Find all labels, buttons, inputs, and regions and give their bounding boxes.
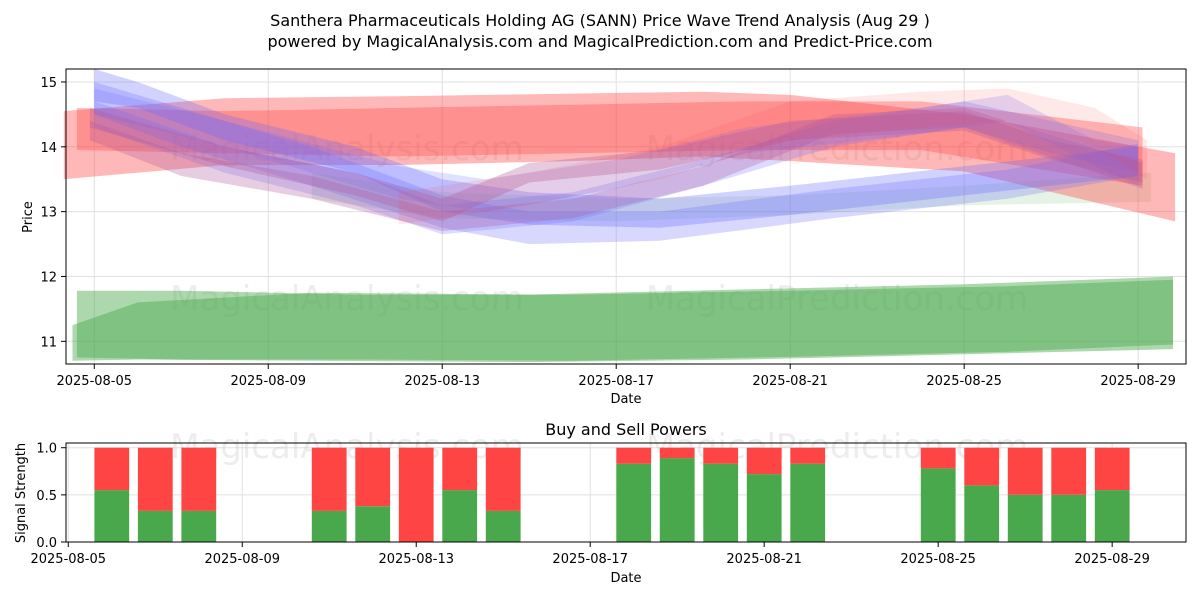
buy-sell-x-axis-label: Date	[610, 571, 641, 586]
sell-bar	[920, 447, 956, 469]
price-y-tick-label: 15	[40, 76, 57, 91]
price-x-tick-label: 2025-08-05	[56, 374, 132, 389]
price-watermark: MagicalPrediction.com	[646, 129, 1029, 169]
buy-sell-plot-frame	[65, 442, 1187, 543]
buy-sell-y-tick-label: 0.5	[36, 489, 57, 504]
chart-title: Santhera Pharmaceuticals Holding AG (SAN…	[270, 11, 930, 30]
buy-sell-y-tick-label: 0.0	[36, 536, 57, 551]
sell-bar	[790, 447, 826, 464]
purple-band-1	[89, 107, 1143, 222]
price-x-tick-label: 2025-08-21	[752, 374, 828, 389]
buy-bar	[790, 463, 826, 542]
sell-bar	[703, 447, 739, 464]
buy-bar	[1007, 494, 1043, 542]
sell-bar	[137, 447, 173, 511]
pink-band-1	[398, 88, 1147, 225]
buy-bar	[746, 474, 782, 542]
buy-sell-y-ticks: 0.0 0.5 1.0	[36, 442, 66, 551]
buy-bar	[703, 463, 739, 542]
buy-bar	[181, 510, 217, 542]
green-band-3	[311, 172, 1152, 222]
price-y-tick-label: 12	[40, 270, 57, 285]
buy-bar	[94, 490, 130, 542]
price-x-tick-label: 2025-08-17	[578, 374, 654, 389]
buy-bar	[355, 506, 391, 542]
sell-bar	[1094, 447, 1130, 491]
price-y-tick-label: 14	[40, 141, 57, 156]
blue-band-2	[94, 82, 1139, 245]
buy-sell-chart: Buy and Sell Powers MagicalAnalysis.com M…	[14, 420, 1187, 586]
sell-bar	[485, 447, 521, 511]
buy-sell-x-tick-label: 2025-08-13	[378, 552, 454, 567]
price-y-ticks: 11 12 13 14 15	[40, 76, 66, 350]
price-watermark: MagicalAnalysis.com	[170, 129, 524, 169]
buy-sell-x-tick-label: 2025-08-29	[1074, 552, 1150, 567]
sell-bar	[1007, 447, 1043, 495]
price-x-tick-label: 2025-08-25	[926, 374, 1002, 389]
sell-bar	[1051, 447, 1087, 495]
green-band-2	[76, 279, 1173, 361]
price-x-axis-label: Date	[610, 392, 641, 407]
sell-bar	[181, 447, 217, 511]
buy-sell-x-tick-label: 2025-08-17	[552, 552, 628, 567]
price-x-ticks: 2025-08-05 2025-08-09 2025-08-13 2025-08-17…	[56, 364, 1176, 389]
buy-bar	[1094, 490, 1130, 542]
buy-sell-x-tick-label: 2025-08-21	[726, 552, 802, 567]
price-watermark: MagicalPrediction.com	[646, 279, 1029, 319]
price-watermark: MagicalAnalysis.com	[170, 279, 524, 319]
price-watermarks: MagicalAnalysis.com MagicalPrediction.com…	[170, 129, 1028, 319]
buy-bar	[442, 490, 478, 542]
buy-sell-x-tick-label: 2025-08-25	[900, 552, 976, 567]
price-plot-frame	[65, 68, 1187, 365]
blue-band-1	[94, 69, 1139, 228]
buy-sell-y-axis-label: Signal Strength	[14, 443, 29, 543]
buy-bar	[964, 485, 1000, 542]
purple-band-2	[89, 107, 1143, 232]
sell-bar	[355, 447, 391, 507]
price-y-axis-label: Price	[21, 201, 36, 233]
buy-sell-watermarks: MagicalAnalysis.com MagicalPrediction.com	[170, 427, 1028, 467]
sell-bar	[94, 447, 130, 491]
sell-bar	[746, 447, 782, 475]
blue-band-3	[94, 101, 1139, 235]
price-y-tick-label: 13	[40, 206, 57, 221]
buy-bar	[616, 463, 652, 542]
sell-bar	[964, 447, 1000, 486]
buy-bar	[920, 468, 956, 542]
buy-bar	[311, 510, 347, 542]
sell-bar	[616, 447, 652, 464]
buy-sell-x-ticks: 2025-08-05 2025-08-09 2025-08-13 2025-08-17…	[30, 542, 1150, 567]
price-x-tick-label: 2025-08-13	[404, 374, 480, 389]
buy-bar	[1051, 494, 1087, 542]
sell-bar	[398, 447, 434, 542]
buy-sell-x-tick-label: 2025-08-09	[204, 552, 280, 567]
sell-bar	[442, 447, 478, 491]
buy-bar	[137, 510, 173, 542]
buy-bar	[485, 510, 521, 542]
sell-bar	[659, 447, 695, 459]
buy-sell-y-tick-label: 1.0	[36, 442, 57, 457]
price-x-tick-label: 2025-08-09	[230, 374, 306, 389]
chart-subtitle: powered by MagicalAnalysis.com and Magic…	[267, 32, 932, 51]
green-band-1	[72, 276, 1173, 363]
buy-bar	[659, 458, 695, 542]
sell-bar	[311, 447, 347, 511]
red-band-2	[76, 101, 1143, 186]
price-wave-chart: MagicalAnalysis.com MagicalPrediction.com…	[21, 68, 1187, 407]
price-grid	[66, 69, 1186, 364]
buy-sell-bars	[94, 447, 1130, 542]
red-band-1	[63, 91, 1176, 222]
buy-sell-x-tick-label: 2025-08-05	[30, 552, 106, 567]
price-x-tick-label: 2025-08-29	[1100, 374, 1176, 389]
price-wave-bands	[63, 69, 1176, 363]
blue-band-4	[94, 88, 1139, 212]
buy-sell-title: Buy and Sell Powers	[545, 420, 707, 439]
price-y-tick-label: 11	[40, 335, 57, 350]
